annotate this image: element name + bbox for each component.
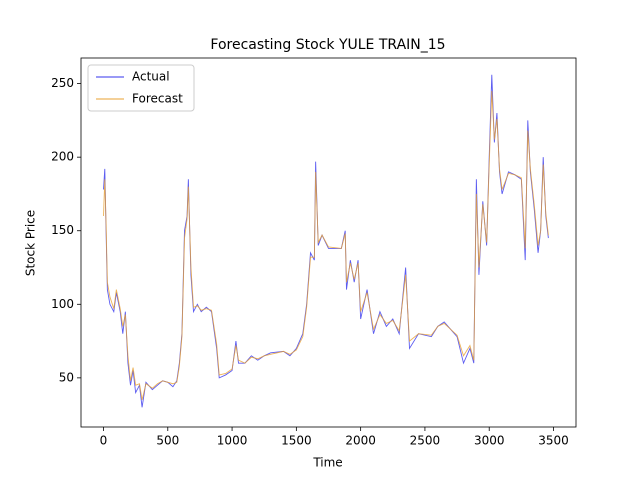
data-line bbox=[103, 90, 549, 401]
y-tick-label: 200 bbox=[51, 150, 74, 164]
y-tick-label: 50 bbox=[59, 370, 74, 384]
x-tick-label: 3500 bbox=[538, 434, 569, 448]
x-tick-label: 2000 bbox=[345, 434, 376, 448]
chart-title: Forecasting Stock YULE TRAIN_15 bbox=[210, 37, 445, 53]
x-tick-label: 2500 bbox=[410, 434, 441, 448]
x-tick-label: 3000 bbox=[474, 434, 505, 448]
y-tick-label: 150 bbox=[51, 223, 74, 237]
plot-frame bbox=[80, 57, 577, 428]
x-tick-label: 1000 bbox=[217, 434, 248, 448]
x-tick-label: 500 bbox=[156, 434, 179, 448]
x-tick-label: 1500 bbox=[281, 434, 312, 448]
legend-label: Forecast bbox=[132, 92, 183, 106]
y-tick-label: 250 bbox=[51, 76, 74, 90]
y-tick-label: 100 bbox=[51, 297, 74, 311]
x-tick-label: 0 bbox=[100, 434, 108, 448]
y-axis-label: Stock Price bbox=[24, 210, 38, 276]
x-axis-label: Time bbox=[312, 456, 342, 470]
legend-label: Actual bbox=[132, 70, 170, 84]
